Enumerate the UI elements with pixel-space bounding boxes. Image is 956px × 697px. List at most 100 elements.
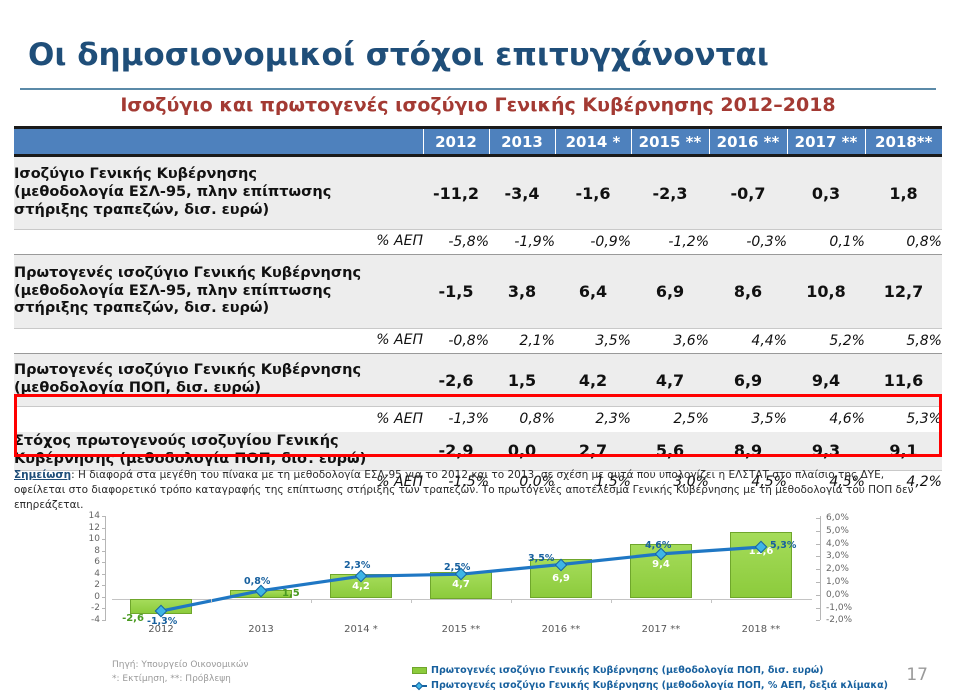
left-axis-tick: 8 (94, 545, 100, 556)
chart-bar-label-2017: 9,4 (652, 559, 670, 570)
chart-x-label-2016: 2016 ** (541, 624, 581, 635)
cell-value: 6,9 (631, 254, 709, 329)
right-axis-tick: -1,0% (826, 602, 853, 613)
fiscal-balance-table: 2012 2013 2014 * 2015 ** 2016 ** 2017 **… (14, 126, 942, 494)
right-axis-tickmark (816, 530, 820, 532)
chart-plot-area: -2,6 1,5 4,2 4,7 6,9 9,4 11,6 -1,3% 0,8%… (112, 518, 812, 635)
cell-value-pct: -5,8% (423, 229, 489, 255)
left-axis-line (105, 516, 106, 620)
cell-value-pct: 4,2% (865, 470, 942, 494)
cell-value-pct: 2,5% (631, 406, 709, 432)
chart-bar-label-2016: 6,9 (552, 573, 570, 584)
cell-value: -11,2 (423, 155, 489, 230)
cell-value: 9,3 (787, 431, 865, 471)
row-label-pct: % ΑΕΠ (14, 470, 423, 494)
cell-value: 10,8 (787, 254, 865, 329)
left-axis-tickmark (102, 550, 106, 552)
right-axis-tick: 4,0% (826, 538, 849, 549)
right-axis-tickmark (816, 582, 820, 583)
chart-bar-label-2015: 4,7 (452, 579, 470, 590)
chart-x-tick (711, 598, 712, 603)
footnote-label: Σημείωση (14, 469, 72, 481)
cell-value: -2,6 (423, 353, 489, 407)
row-label-line: Πρωτογενές ισοζύγιο Γενικής Κυβέρνησης (14, 362, 362, 379)
cell-value: -0,7 (709, 155, 787, 230)
legend-bar-swatch-icon (412, 667, 427, 674)
chart-x-tick (511, 598, 512, 603)
chart-x-tick (411, 598, 412, 603)
row-label-line: Κυβέρνησης (μεθοδολογία ΠΟΠ, δισ. ευρώ) (14, 450, 367, 467)
cell-value: -1,5 (423, 254, 489, 329)
right-axis-tickmark (816, 569, 820, 571)
legend-line-swatch-icon (412, 681, 427, 690)
row-label-line: (μεθοδολογία ΕΣΛ-95, πλην επίπτωσης (14, 282, 332, 299)
chart-pct-label-2014: 2,3% (344, 560, 371, 571)
right-axis-tick: 2,0% (826, 564, 849, 575)
row-label: Στόχος πρωτογενούς ισοζυγίου Γενικής Κυβ… (14, 431, 423, 471)
table-subtitle: Ισοζύγιο και πρωτογενές ισοζύγιο Γενικής… (120, 94, 836, 116)
left-axis-tickmark (102, 608, 106, 609)
left-axis-tick: -2 (91, 603, 100, 613)
table-header-2015: 2015 ** (631, 126, 710, 157)
cell-value: 4,7 (631, 353, 709, 407)
chart-legend: Πρωτογενές ισοζύγιο Γενικής Κυβέρνησης (… (412, 663, 888, 693)
legend-item-bar: Πρωτογενές ισοζύγιο Γενικής Κυβέρνησης (… (412, 663, 882, 678)
right-axis-tick: 5,0% (826, 525, 849, 536)
table-header-2013: 2013 (489, 126, 556, 157)
left-axis-tickmark (102, 585, 106, 586)
left-axis-tickmark (102, 619, 106, 621)
row-label: Πρωτογενές ισοζύγιο Γενικής Κυβέρνησης (… (14, 254, 423, 329)
table-row-pct: % ΑΕΠ -0,8% 2,1% 3,5% 3,6% 4,4% 5,2% 5,8… (14, 328, 942, 354)
left-axis-tick: 0 (94, 591, 100, 602)
footnote: Σημείωση: Η διαφορά στα μεγέθη του πίνακ… (14, 468, 934, 514)
cell-value: 6,9 (709, 353, 787, 407)
right-axis-tick: 3,0% (826, 551, 849, 562)
row-label: Πρωτογενές ισοζύγιο Γενικής Κυβέρνησης (… (14, 353, 423, 407)
cell-value: -2,3 (631, 155, 709, 230)
page-title: Οι δημοσιονομικοί στόχοι επιτυγχάνονται (28, 37, 769, 73)
cell-value-pct: 4,5% (787, 470, 865, 494)
row-label-pct: % ΑΕΠ (14, 328, 423, 354)
chart-left-axis: 14 12 10 8 6 4 2 0 -2 -4 (60, 511, 106, 625)
right-axis-tickmark (816, 594, 820, 596)
left-axis-tick: 10 (88, 534, 100, 544)
cell-value-pct: 2,1% (489, 328, 555, 354)
cell-value-pct: 5,3% (865, 406, 942, 432)
right-axis-tick: -2,0% (826, 615, 853, 626)
cell-value: 3,8 (489, 254, 555, 329)
left-axis-tick: -4 (91, 614, 100, 625)
table-header-2016: 2016 ** (709, 126, 788, 157)
cell-value: 1,8 (865, 155, 942, 230)
table-header-2012: 2012 (423, 126, 490, 157)
cell-value-pct: 3,6% (631, 328, 709, 354)
chart-pct-label-2013: 0,8% (244, 576, 271, 587)
cell-value-pct: 4,4% (709, 328, 787, 354)
row-label-line: Ισοζύγιο Γενικής Κυβέρνησης (14, 166, 257, 183)
footnote-text: : Η διαφορά στα μεγέθη του πίνακα με τη … (14, 469, 914, 512)
cell-value-pct: 4,6% (787, 406, 865, 432)
cell-value: 8,6 (709, 254, 787, 329)
left-axis-tickmark (102, 596, 106, 598)
cell-value-pct: 5,2% (787, 328, 865, 354)
cell-value-pct: -1,5% (423, 470, 489, 494)
chart-x-tick (211, 598, 212, 603)
table-header-2018: 2018** (865, 126, 942, 157)
fiscal-chart: 14 12 10 8 6 4 2 0 -2 -4 -2,6 1,5 4,2 (60, 511, 900, 694)
right-axis-tick: 1,0% (826, 577, 849, 587)
cell-value: 11,6 (865, 353, 942, 407)
chart-x-label-2015: 2015 ** (441, 624, 481, 635)
chart-bar-label-2014: 4,2 (352, 581, 370, 592)
chart-pct-label-2017: 4,6% (645, 540, 672, 551)
left-axis-tickmark (102, 527, 106, 529)
cell-value-pct: -1,3% (423, 406, 489, 432)
cell-value-pct: -0,9% (555, 229, 631, 255)
source-line-2: *: Εκτίμηση, **: Πρόβλεψη (112, 673, 231, 684)
chart-x-tick (311, 598, 312, 603)
left-axis-tick: 14 (88, 511, 100, 521)
table-header-2017: 2017 ** (787, 126, 866, 157)
chart-pct-label-2018: 5,3% (770, 540, 797, 551)
right-axis-tickmark (816, 518, 820, 519)
table-row-pct: % ΑΕΠ -5,8% -1,9% -0,9% -1,2% -0,3% 0,1%… (14, 229, 942, 255)
chart-pct-label-2015: 2,5% (444, 562, 471, 573)
row-label-line: (μεθοδολογία ΠΟΠ, δισ. ευρώ) (14, 380, 261, 396)
